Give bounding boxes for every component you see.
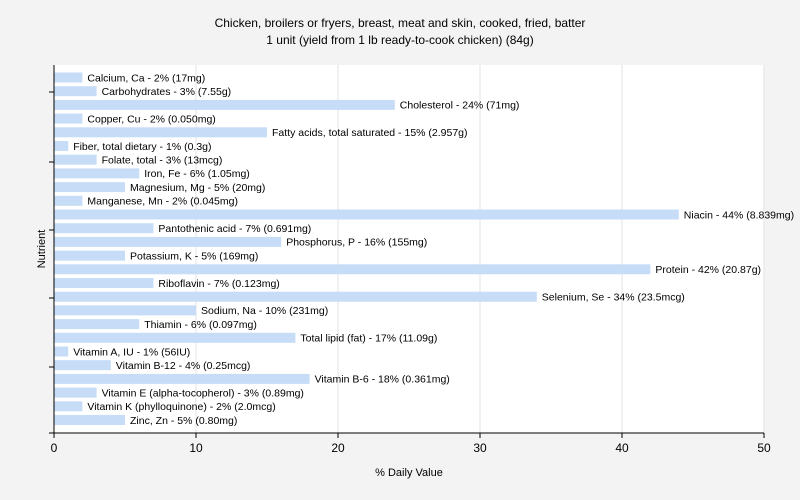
bar-label: Carbohydrates - 3% (7.55g) <box>102 86 232 98</box>
bar <box>54 182 125 193</box>
bar <box>54 305 196 316</box>
bar-label: Vitamin E (alpha-tocopherol) - 3% (0.89m… <box>102 387 304 399</box>
bar <box>54 415 125 425</box>
bar <box>54 168 140 179</box>
bar-label: Vitamin B-6 - 18% (0.361mg) <box>315 374 450 386</box>
bar-label: Vitamin A, IU - 1% (56IU) <box>73 346 190 358</box>
bar <box>54 360 111 371</box>
bar-label: Magnesium, Mg - 5% (20mg) <box>130 182 265 194</box>
bar-label: Calcium, Ca - 2% (17mg) <box>87 72 205 84</box>
bar <box>54 332 296 343</box>
bar-label-group: Calcium, Ca - 2% (17mg) Carbohydrates - 3… <box>73 72 794 427</box>
bar <box>54 250 125 261</box>
bar-label: Vitamin K (phylloquinone) - 2% (2.0mcg) <box>87 401 275 413</box>
bar <box>54 291 537 302</box>
bar-label: Pantothenic acid - 7% (0.691mg) <box>158 223 311 235</box>
bar-label: Manganese, Mn - 2% (0.045mg) <box>87 196 238 208</box>
bar-label: Sodium, Na - 10% (231mg) <box>201 305 328 317</box>
bar-label: Fatty acids, total saturated - 15% (2.95… <box>272 127 468 139</box>
bar <box>54 236 282 247</box>
bar-label: Thiamin - 6% (0.097mg) <box>144 319 257 331</box>
bar-label: Niacin - 44% (8.839mg) <box>684 209 794 221</box>
bar <box>54 141 69 151</box>
bar <box>54 154 97 165</box>
bar-label: Phosphorus, P - 16% (155mg) <box>286 237 427 249</box>
bar <box>54 72 83 83</box>
bar-label: Selenium, Se - 34% (23.5mcg) <box>542 292 685 304</box>
x-axis-label: % Daily Value <box>375 467 443 479</box>
bar-label: Total lipid (fat) - 17% (11.09g) <box>300 333 437 345</box>
x-tick-label: 20 <box>331 441 345 455</box>
bar <box>54 278 154 288</box>
plot-area <box>54 65 764 433</box>
x-tick-label: 10 <box>189 441 203 455</box>
bar <box>54 373 310 384</box>
chart-subtitle: 1 unit (yield from 1 lb ready-to-cook ch… <box>266 33 533 47</box>
bar <box>54 346 69 357</box>
bar-label: Vitamin B-12 - 4% (0.25mcg) <box>116 360 251 372</box>
bar-label: Cholesterol - 24% (71mg) <box>400 100 520 112</box>
y-axis-label: Nutrient <box>36 230 48 269</box>
bar <box>54 99 395 110</box>
bar-group <box>54 72 679 425</box>
bar-label: Zinc, Zn - 5% (0.80mg) <box>130 415 237 427</box>
x-tick-label: 50 <box>757 441 771 455</box>
bar-label: Riboflavin - 7% (0.123mg) <box>158 278 279 290</box>
bar-label: Fiber, total dietary - 1% (0.3g) <box>73 141 211 153</box>
bar-label: Iron, Fe - 6% (1.05mg) <box>144 168 250 180</box>
bar <box>54 127 267 138</box>
x-tick-label: 40 <box>615 441 629 455</box>
chart-title: Chicken, broilers or fryers, breast, mea… <box>215 16 586 30</box>
bar <box>54 401 83 412</box>
bar <box>54 319 140 330</box>
bar <box>54 209 679 220</box>
bar <box>54 86 97 97</box>
axes: 0 10 20 30 40 50 <box>49 65 771 455</box>
bar-label: Potassium, K - 5% (169mg) <box>130 250 258 262</box>
x-tick-label: 0 <box>51 441 58 455</box>
bar-label: Folate, total - 3% (13mcg) <box>102 155 223 167</box>
bar <box>54 387 97 398</box>
bar-label: Protein - 42% (20.87g) <box>655 264 761 276</box>
bar <box>54 264 651 275</box>
bar <box>54 223 154 234</box>
bar <box>54 195 83 206</box>
bar-label: Copper, Cu - 2% (0.050mg) <box>87 113 215 125</box>
x-tick-label: 30 <box>473 441 487 455</box>
bar <box>54 113 83 124</box>
grid-lines <box>195 65 765 433</box>
